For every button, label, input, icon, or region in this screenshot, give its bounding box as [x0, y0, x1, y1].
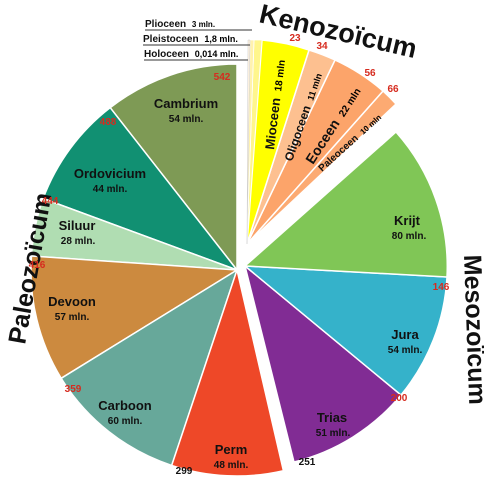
label-devoon-name: Devoon [48, 294, 96, 309]
label-perm-age: 299 [176, 466, 193, 477]
leader-labels: Plioceen 3 mln. Pleistoceen 1,8 mln. Hol… [143, 19, 252, 61]
wedge-trias [243, 263, 403, 463]
label-perm-name: Perm [215, 442, 248, 457]
label-trias-duration: 51 mln. [316, 428, 351, 439]
label-mioceen: Mioceen 18 mln [262, 59, 288, 150]
label-krijt-duration: 80 mln. [392, 231, 427, 242]
wedge-carboon [60, 268, 239, 467]
era-label-mesozoicum: Mesozoïcum [458, 254, 484, 405]
label-paleoceen-age: 66 [387, 84, 399, 95]
label-cambrium-age: 542 [214, 72, 231, 83]
label-krijt-name: Krijt [394, 213, 421, 228]
label-ordovicium-age: 488 [100, 117, 117, 128]
label-ordovicium-name: Ordovicium [74, 166, 146, 181]
wedge-perm [170, 267, 285, 477]
wedge-holoceen [246, 39, 251, 245]
label-cambrium-duration: 54 mln. [169, 114, 204, 125]
label-trias-name: Trias [317, 410, 347, 425]
label-carboon-age: 359 [65, 384, 82, 395]
label-devoon-duration: 57 mln. [55, 312, 90, 323]
label-carboon-duration: 60 mln. [108, 416, 143, 427]
label-cambrium-name: Cambrium [154, 96, 218, 111]
label-eoceen-age: 56 [364, 68, 376, 79]
label-jura-age: 200 [391, 393, 408, 404]
label-pleistoceen: Pleistoceen 1,8 mln. [143, 34, 238, 45]
label-jura-name: Jura [391, 327, 419, 342]
label-carboon-name: Carboon [98, 398, 152, 413]
label-devoon-age: 416 [29, 260, 46, 271]
group-kenozoicum [246, 39, 398, 245]
wedge-jura [242, 265, 448, 397]
label-siluur-age: 444 [42, 196, 59, 207]
label-ordovicium-duration: 44 mln. [93, 184, 128, 195]
label-oligoceen-age: 34 [316, 41, 328, 52]
label-holoceen: Holoceen 0,014 mln. [144, 49, 238, 60]
label-mioceen-age: 23 [289, 33, 301, 44]
group-paleozoicum [30, 63, 285, 477]
label-trias-age: 251 [299, 457, 316, 468]
wedge-devoon [30, 255, 240, 380]
group-mesozoicum [242, 130, 449, 463]
label-siluur-duration: 28 mln. [61, 236, 96, 247]
label-siluur-name: Siluur [59, 218, 96, 233]
label-krijt-age: 146 [433, 282, 450, 293]
label-perm-duration: 48 mln. [214, 460, 249, 471]
label-jura-duration: 54 mln. [388, 345, 423, 356]
wedge-cambrium [109, 63, 238, 273]
wedge-krijt [243, 130, 449, 278]
wedge-ordovicium [42, 106, 240, 272]
label-plioceen: Plioceen 3 mln. [145, 19, 215, 30]
